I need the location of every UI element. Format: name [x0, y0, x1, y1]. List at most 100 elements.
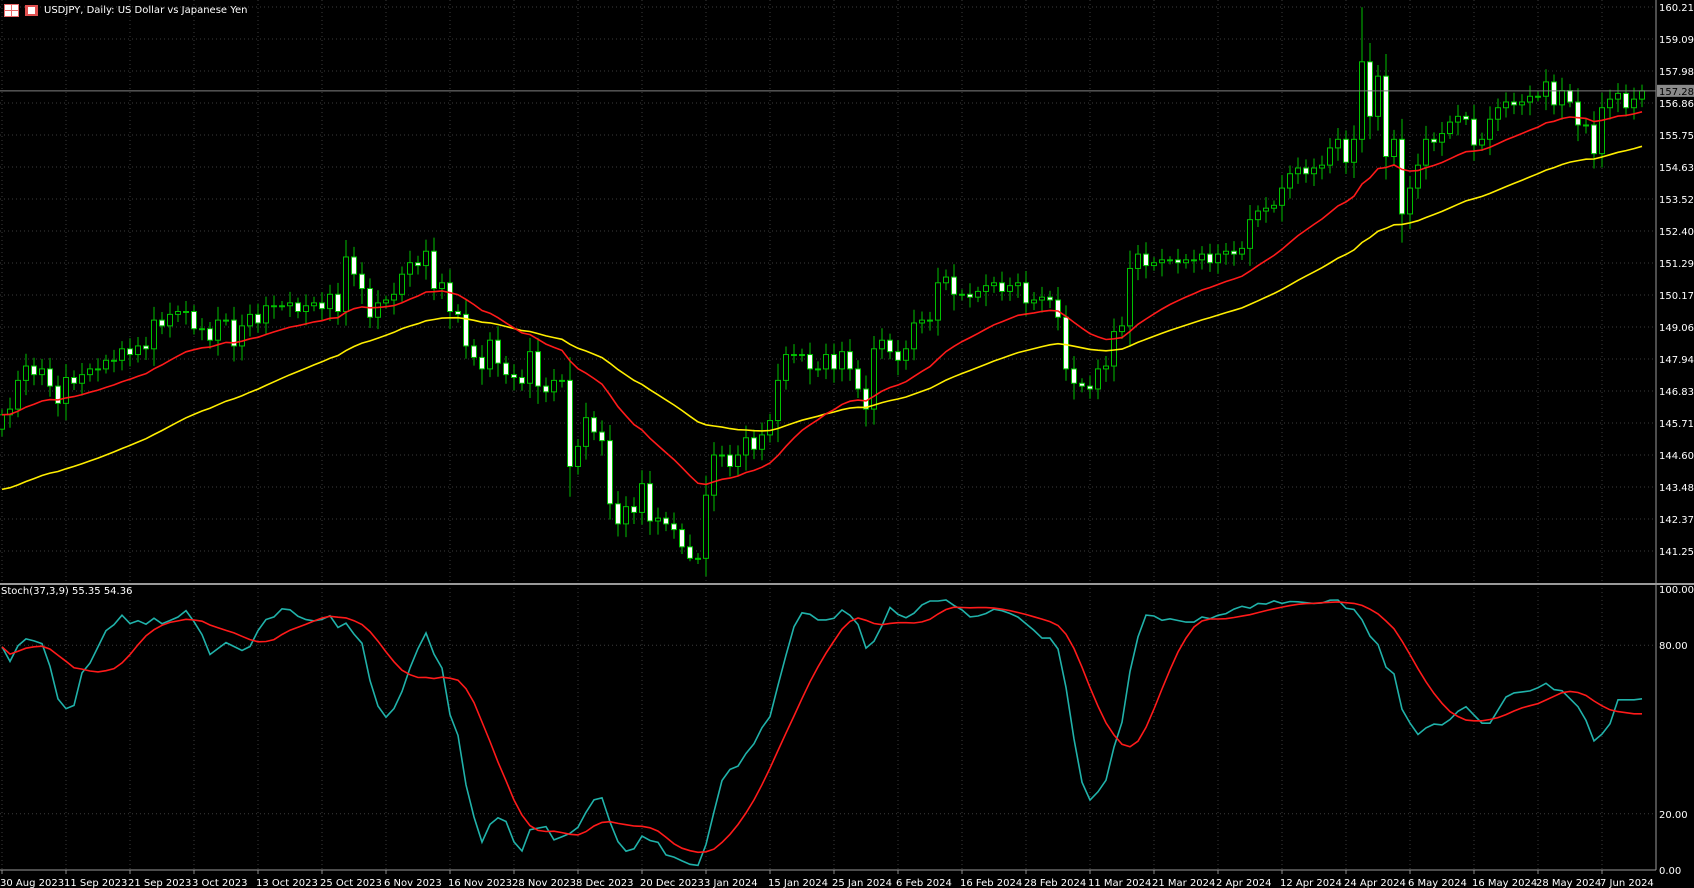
bull-candle	[343, 256, 349, 313]
bull-candle	[1327, 147, 1333, 166]
bull-candle	[239, 325, 245, 347]
bear-candle	[455, 311, 461, 315]
bull-candle	[39, 368, 45, 376]
bear-candle	[1047, 296, 1053, 301]
bear-candle	[495, 339, 501, 364]
bear-candle	[1591, 124, 1597, 155]
bear-candle	[1471, 118, 1477, 146]
bull-candle	[279, 305, 285, 308]
date-tick-label: 6 Feb 2024	[896, 878, 952, 888]
bull-candle	[1263, 207, 1269, 212]
date-tick-label: 3 Oct 2023	[192, 878, 247, 888]
bear-candle	[671, 523, 677, 531]
bear-candle	[727, 454, 733, 467]
bear-candle	[143, 345, 149, 350]
bear-candle	[887, 339, 893, 353]
bear-candle	[55, 385, 61, 404]
bull-candle	[919, 319, 925, 324]
ma-fast-line	[1, 111, 1643, 486]
bull-candle	[247, 313, 253, 327]
bear-candle	[1079, 382, 1085, 387]
bull-candle	[183, 311, 189, 314]
bull-candle	[1239, 247, 1245, 255]
bull-candle	[1311, 167, 1317, 175]
bear-candle	[1143, 253, 1149, 267]
bear-candle	[471, 345, 477, 358]
date-tick-label: 16 Nov 2023	[448, 878, 512, 888]
bull-candle	[151, 319, 157, 350]
price-tick-label: 147.945	[1659, 355, 1694, 366]
bull-candle	[719, 454, 725, 457]
bear-candle	[631, 506, 637, 513]
stoch-label: Stoch(37,3,9) 55.35 54.36	[1, 586, 133, 597]
bull-candle	[991, 282, 997, 287]
bear-candle	[1343, 138, 1349, 163]
bear-candle	[951, 276, 957, 295]
bull-candle	[575, 445, 581, 467]
bear-candle	[463, 313, 469, 347]
bull-candle	[1135, 253, 1141, 269]
bull-candle	[15, 379, 21, 410]
bull-candle	[911, 322, 917, 350]
bear-candle	[519, 377, 525, 384]
bear-candle	[511, 374, 517, 379]
price-tick-label: 157.980	[1659, 67, 1694, 78]
bear-candle	[1303, 167, 1309, 175]
bull-candle	[1639, 90, 1645, 100]
bear-candle	[1063, 316, 1069, 370]
bull-candle	[223, 319, 229, 322]
date-tick-label: 16 May 2024	[1472, 878, 1537, 888]
bull-candle	[263, 305, 269, 324]
bull-candle	[1447, 121, 1453, 135]
bear-candle	[415, 262, 421, 267]
date-tick-label: 2 Apr 2024	[1216, 878, 1271, 888]
stoch-main-line	[1, 599, 1643, 867]
bull-candle	[1583, 124, 1589, 127]
bear-candle	[1367, 61, 1373, 117]
price-tick-label: 155.750	[1659, 131, 1694, 142]
bear-candle	[447, 282, 453, 313]
bull-candle	[487, 339, 493, 370]
ma-slow-line	[1, 145, 1643, 491]
date-tick-label: 15 Jan 2024	[768, 878, 828, 888]
bull-candle	[1423, 138, 1429, 166]
bear-candle	[335, 293, 341, 313]
bear-candle	[1511, 101, 1517, 106]
bear-candle	[431, 250, 437, 290]
stoch-tick-label: 100.00	[1659, 585, 1694, 596]
date-tick-label: 7 Jun 2024	[1600, 878, 1654, 888]
bull-candle	[839, 351, 845, 370]
bull-candle	[527, 351, 533, 384]
date-tick-label: 25 Oct 2023	[320, 878, 382, 888]
bear-candle	[351, 256, 357, 275]
price-tick-label: 141.255	[1659, 547, 1694, 558]
bear-candle	[159, 319, 165, 327]
bear-candle	[567, 379, 573, 467]
bull-candle	[1111, 331, 1117, 367]
bear-candle	[295, 302, 301, 313]
bull-candle	[1543, 81, 1549, 97]
bull-candle	[623, 506, 629, 525]
bull-candle	[1271, 204, 1277, 209]
bull-candle	[959, 293, 965, 296]
bull-candle	[871, 348, 877, 410]
bear-candle	[663, 517, 669, 525]
bear-candle	[807, 354, 813, 370]
bear-candle	[847, 351, 853, 370]
date-tick-label: 21 Mar 2024	[1152, 878, 1215, 888]
bear-candle	[1575, 101, 1581, 126]
bull-candle	[1319, 164, 1325, 169]
bull-candle	[791, 354, 797, 357]
bear-candle	[687, 546, 693, 559]
bull-candle	[1151, 262, 1157, 267]
date-tick-label: 24 Apr 2024	[1344, 878, 1406, 888]
bear-candle	[607, 440, 613, 505]
bull-candle	[383, 299, 389, 304]
bull-candle	[1119, 325, 1125, 333]
date-tick-label: 12 Apr 2024	[1280, 878, 1342, 888]
bull-candle	[943, 276, 949, 284]
bull-candle	[1503, 101, 1509, 109]
bull-candle	[1039, 296, 1045, 301]
